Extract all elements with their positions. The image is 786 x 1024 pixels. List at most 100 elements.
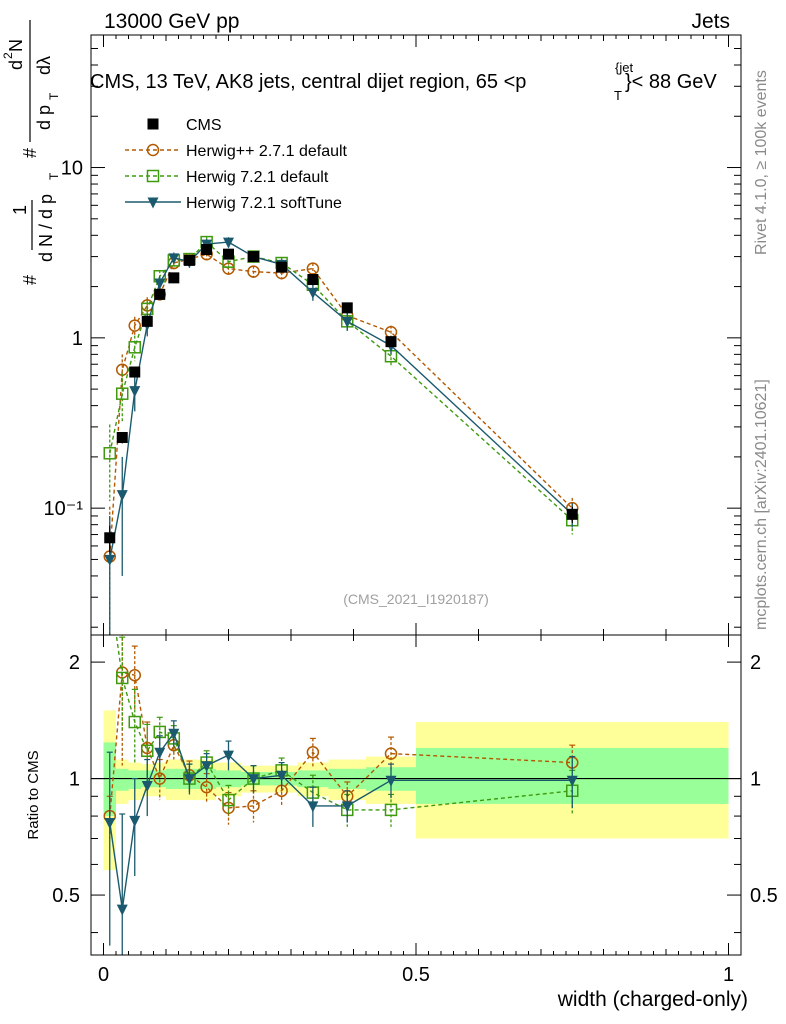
ytick-main-label: 10⁻¹ <box>44 498 84 520</box>
legend-label-herwigpp: Herwig++ 2.7.1 default <box>186 143 348 160</box>
point-herwigpp-9 <box>247 265 260 278</box>
main-y-axis-label: # 1 d N / d p T # d 2 N d p T dλ <box>1 20 61 285</box>
point-cms-9 <box>248 251 259 263</box>
point-softtune-4 <box>154 278 166 290</box>
ylabel-dpt: d p <box>34 105 54 130</box>
point-herwig72-2 <box>128 341 141 354</box>
point-softtune-2 <box>129 386 141 398</box>
ytick-ratio-label-left: 0.5 <box>52 885 80 907</box>
ylabel-one: 1 <box>10 205 30 215</box>
point-cms-5 <box>168 272 180 284</box>
chart-title: CMS, 13 TeV, AK8 jets, central dijet reg… <box>90 71 526 93</box>
ylabel-dpt-sub: T <box>47 92 61 100</box>
ytick-main-label: 1 <box>72 328 83 350</box>
ratio-point-herwigpp-13 <box>384 747 398 760</box>
point-softtune-1 <box>116 490 128 502</box>
ratio-point-softtune-5 <box>168 728 180 740</box>
ylabel-hash-1: # <box>20 275 40 285</box>
ratio-y-axis-label: Ratio to CMS <box>25 750 42 839</box>
ratio-point-softtune-12 <box>341 801 353 813</box>
watermark: (CMS_2021_I1920187) <box>343 591 489 607</box>
xtick-label: 0 <box>98 964 109 986</box>
ytick-main-label: 10 <box>61 158 83 180</box>
band-inner-1 <box>116 768 129 791</box>
point-softtune-12 <box>341 316 353 328</box>
ylabel-d-sup: 2 <box>1 52 15 59</box>
title-sup: {jet <box>615 60 633 75</box>
legend-marker-cms <box>147 118 159 130</box>
point-herwig72-0 <box>103 447 116 460</box>
point-cms-0 <box>104 532 116 544</box>
ratio-point-herwigpp-7 <box>200 780 213 794</box>
point-cms-4 <box>154 288 166 300</box>
line-herwigpp <box>109 253 573 557</box>
point-softtune-11 <box>307 287 319 299</box>
line-herwig72 <box>109 241 573 521</box>
ratio-point-softtune-11 <box>307 801 319 813</box>
ratio-point-softtune-4 <box>154 747 166 759</box>
ratio-point-softtune-3 <box>141 780 153 792</box>
side-text-bottom: mcplots.cern.ch [arXiv:2401.10621] <box>753 379 770 630</box>
ylabel-hash-2: # <box>20 148 40 158</box>
ratio-point-herwig72-3 <box>141 744 154 758</box>
ratio-plot <box>91 635 741 955</box>
side-text-top: Rivet 4.1.0, ≥ 100k events <box>753 70 770 255</box>
point-softtune-0 <box>104 554 116 566</box>
legend-marker-softtune <box>147 197 159 209</box>
ratio-uncertainty-bands <box>103 710 729 871</box>
point-herwigpp-2 <box>128 319 141 332</box>
legend-label-herwig72: Herwig 7.2.1 default <box>186 169 329 186</box>
main-plot <box>103 235 579 635</box>
ylabel-dn-dpt-sub: T <box>47 172 61 180</box>
ratio-point-herwigpp-4 <box>153 772 166 785</box>
legend-marker-herwigpp <box>146 143 160 157</box>
ytick-ratio-label-left: 2 <box>69 652 80 674</box>
ratio-point-softtune-7 <box>201 761 213 773</box>
ytick-ratio-label-right: 0.5 <box>750 885 778 907</box>
point-cms-7 <box>201 244 213 256</box>
legend-marker-herwig72 <box>146 169 160 183</box>
legend: CMS Herwig++ 2.7.1 default Herwig 7.2.1 de… <box>125 117 348 212</box>
point-cms-2 <box>129 366 141 378</box>
ytick-ratio-label-left: 1 <box>69 769 80 791</box>
ytick-ratio-label-right: 2 <box>750 652 761 674</box>
ratio-point-herwig72-8 <box>222 793 235 807</box>
point-cms-6 <box>183 254 195 266</box>
ratio-point-herwig72-2 <box>128 715 141 729</box>
ratio-point-herwigpp-2 <box>128 668 141 682</box>
ylabel-d: d <box>6 60 26 70</box>
ratio-point-softtune-2 <box>129 815 141 827</box>
axes: 0 0.5 1 10⁻¹ 1 10 0.5 0.5 1 1 2 2 <box>44 34 778 986</box>
ratio-point-softtune-8 <box>223 750 234 762</box>
ratio-point-softtune-10 <box>276 770 288 782</box>
ratio-point-softtune-0 <box>104 818 116 830</box>
point-cms-1 <box>116 431 128 443</box>
point-cms-13 <box>385 336 397 348</box>
title-sub: T <box>614 88 622 103</box>
point-cms-11 <box>307 274 319 286</box>
point-softtune-8 <box>223 237 234 249</box>
ratio-point-herwig72-1 <box>116 671 129 685</box>
ytick-ratio-label-right: 1 <box>750 769 761 791</box>
legend-label-softtune: Herwig 7.2.1 softTune <box>186 195 342 212</box>
ratio-line-herwig72 <box>115 635 573 811</box>
ratio-point-softtune-14 <box>566 775 578 787</box>
ylabel-dn-dpt: d N / d p <box>36 194 56 262</box>
point-cms-8 <box>223 248 234 260</box>
legend-label-cms: CMS <box>186 117 222 134</box>
ratio-point-softtune-6 <box>183 774 195 786</box>
ylabel-dlambda: dλ <box>34 56 54 75</box>
point-herwig72-1 <box>116 387 129 400</box>
xtick-label: 1 <box>723 964 734 986</box>
point-cms-3 <box>141 315 153 327</box>
title-end: }< 88 GeV <box>625 71 717 93</box>
point-cms-10 <box>276 261 288 273</box>
header-right: Jets <box>691 10 730 33</box>
title-main: CMS, 13 TeV, AK8 jets, central dijet reg… <box>90 71 526 93</box>
ratio-point-softtune-9 <box>248 774 259 786</box>
point-softtune-5 <box>168 253 180 265</box>
header-left: 13000 GeV pp <box>104 10 239 33</box>
ylabel-n: N <box>6 39 26 52</box>
ratio-point-herwigpp-11 <box>306 745 320 759</box>
